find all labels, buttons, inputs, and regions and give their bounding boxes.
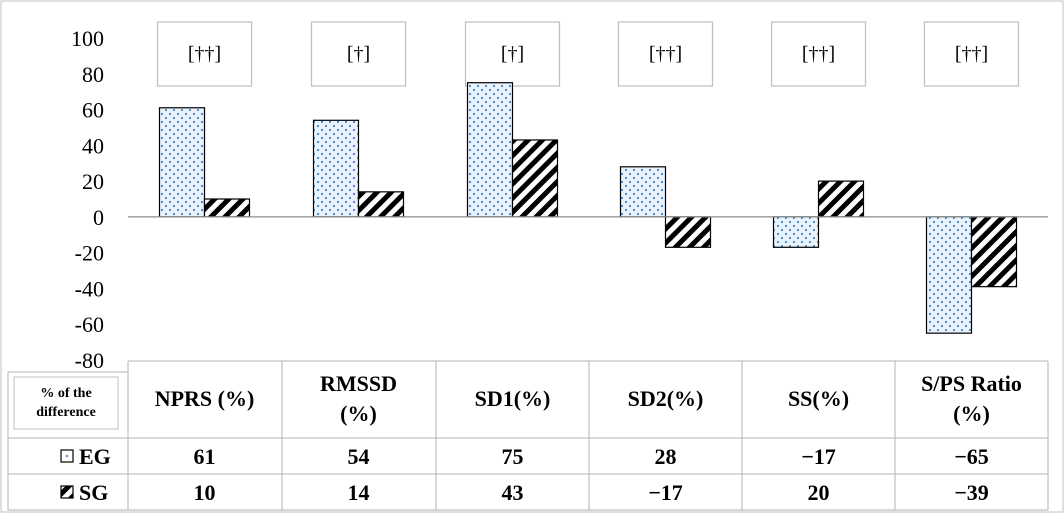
data-label: −65	[954, 444, 989, 469]
bar-eg	[158, 107, 206, 218]
category-label: SD1(%)	[475, 386, 551, 411]
category-label-line: S/PS Ratio	[921, 371, 1022, 396]
y-tick-label: 20	[82, 169, 104, 194]
significance-label: [†]	[501, 43, 524, 65]
bars	[158, 82, 1018, 334]
data-label: 28	[655, 444, 677, 469]
legend-swatch-dot	[65, 454, 69, 458]
category-label: RMSSD (%)	[320, 371, 397, 426]
bar-sg	[970, 216, 1018, 288]
category-label-line: SD1(%)	[475, 386, 551, 411]
category-label-line: (%)	[953, 401, 990, 426]
category-label-line: SS(%)	[788, 386, 849, 411]
significance-box	[464, 21, 561, 87]
series-row-eg: EG 61 54 75 28 −17 −65	[60, 444, 989, 469]
y-tick-label: 40	[82, 133, 104, 158]
header-label-line: % of the	[40, 386, 91, 401]
data-label: 75	[502, 444, 524, 469]
bar-eg	[772, 216, 820, 248]
bar-eg	[619, 166, 667, 218]
y-tick-label: -20	[75, 241, 104, 266]
table-header-label: % of the difference	[13, 376, 119, 430]
y-tick-label: -60	[75, 312, 104, 337]
bar-sg	[664, 216, 712, 248]
series-name: SG	[79, 480, 108, 505]
category-label-line: SD2(%)	[628, 386, 704, 411]
bar-eg	[466, 82, 514, 218]
significance-marker: [††]	[617, 21, 714, 87]
significance-box	[310, 21, 407, 87]
bar-sg	[357, 191, 405, 218]
data-label: −17	[648, 480, 683, 505]
header-label-box	[13, 376, 119, 430]
y-tick-label: -40	[75, 276, 104, 301]
significance-label: [††]	[649, 43, 682, 65]
bar-eg	[925, 216, 973, 334]
data-label: 54	[348, 444, 370, 469]
significance-boxes: [††] [†] [†] [††] [††] [††]	[156, 21, 1020, 87]
category-label: SD2(%)	[628, 386, 704, 411]
category-label: NPRS (%)	[155, 386, 255, 411]
header-label-line: difference	[36, 405, 96, 420]
data-label: 10	[194, 480, 216, 505]
y-tick-label: 0	[93, 205, 104, 230]
significance-marker: [††]	[156, 21, 253, 87]
data-label: 43	[502, 480, 524, 505]
significance-marker: [††]	[770, 21, 867, 87]
significance-box	[617, 21, 714, 87]
category-label: S/PS Ratio (%)	[921, 371, 1022, 426]
legend-swatch-sg	[60, 485, 74, 499]
significance-box	[156, 21, 253, 87]
series-name: EG	[79, 444, 111, 469]
bar-sg	[817, 180, 865, 218]
significance-box	[923, 21, 1020, 87]
significance-label: [††]	[802, 43, 835, 65]
category-label-line: RMSSD	[320, 371, 397, 396]
data-label: 14	[348, 480, 370, 505]
series-row-sg: SG 10 14 43 −17 20 −39	[60, 480, 989, 505]
significance-marker: [†]	[310, 21, 407, 87]
significance-label: [††]	[955, 43, 988, 65]
data-label: −17	[801, 444, 836, 469]
y-axis-tick-labels: 100 80 60 40 20 0 -20 -40 -60 -80	[71, 26, 104, 373]
category-label-line: NPRS (%)	[155, 386, 255, 411]
bar-sg	[511, 139, 559, 218]
y-tick-label: 80	[82, 62, 104, 87]
significance-marker: [†]	[464, 21, 561, 87]
data-label: 61	[194, 444, 216, 469]
significance-box	[770, 21, 867, 87]
category-label-line: (%)	[340, 401, 377, 426]
significance-label: [†]	[347, 43, 370, 65]
y-tick-label: 60	[82, 98, 104, 123]
bar-eg	[312, 119, 360, 218]
y-tick-label: -80	[75, 348, 104, 373]
significance-label: [††]	[188, 43, 221, 65]
y-tick-label: 100	[71, 26, 104, 51]
data-table: % of the difference NPRS (%) RMSSD (%) SD1(%)…	[7, 360, 1049, 511]
category-label: SS(%)	[788, 386, 849, 411]
data-label: −39	[954, 480, 989, 505]
significance-marker: [††]	[923, 21, 1020, 87]
bar-sg	[203, 198, 251, 218]
data-label: 20	[808, 480, 830, 505]
